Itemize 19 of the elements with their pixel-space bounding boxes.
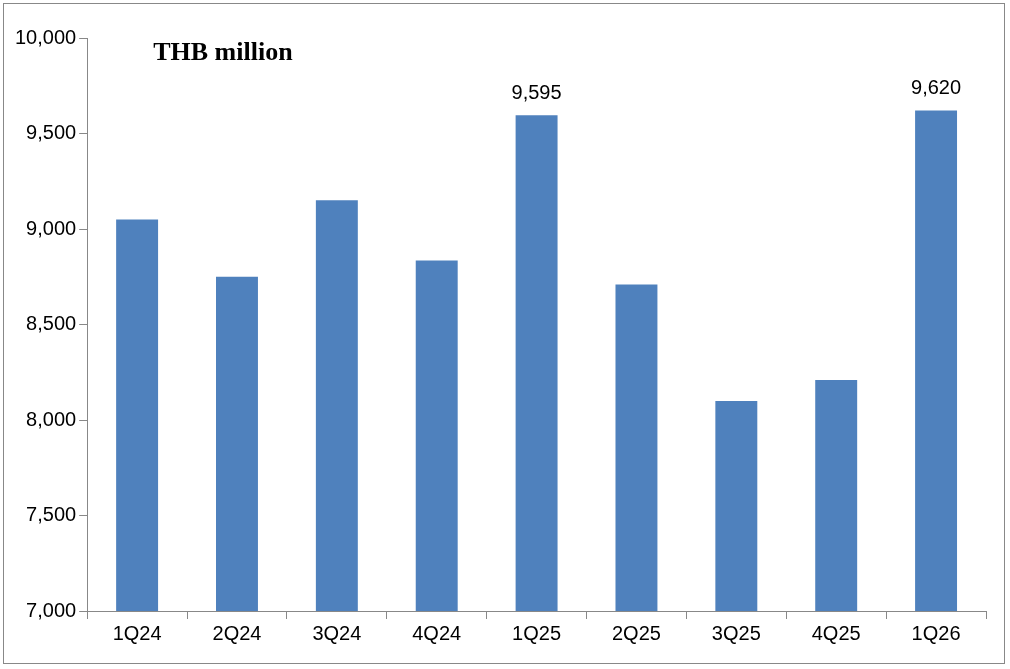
y-tick-label: 9,500 [26,121,77,144]
x-tick-label: 4Q24 [412,621,462,644]
x-tick-label: 2Q24 [212,621,262,644]
x-tick-label: 1Q25 [512,621,562,644]
y-tick-label: 7,000 [26,598,77,621]
y-tick-label: 9,000 [26,216,77,239]
data-label: 9,620 [911,76,962,99]
data-label: 9,595 [511,80,562,103]
x-tick-label: 2Q25 [611,621,661,644]
x-tick-label: 1Q24 [112,621,162,644]
y-tick-label: 8,500 [26,312,77,335]
x-tick-label: 4Q25 [811,621,861,644]
annotation: THB million [153,36,294,66]
y-tick-label: 7,500 [26,503,77,526]
x-tick-label: 1Q26 [911,621,961,644]
x-tick-label: 3Q25 [711,621,761,644]
x-tick-label: 3Q24 [312,621,362,644]
y-tick-label: 8,000 [26,407,77,430]
y-tick-label: 10,000 [15,25,77,48]
